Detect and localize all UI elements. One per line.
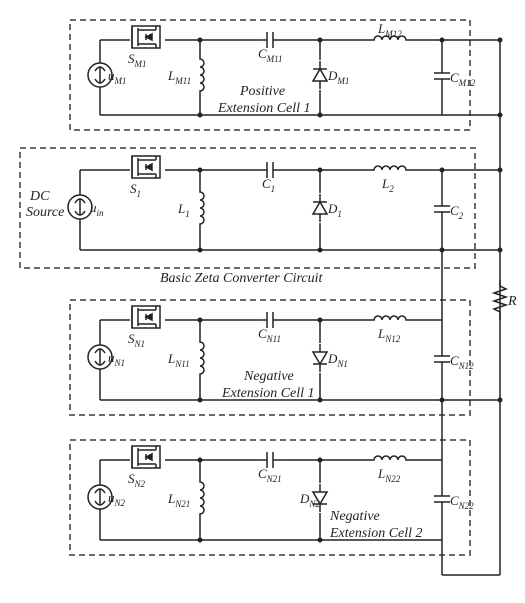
L1-label-basic: L1 bbox=[177, 201, 190, 219]
C2-neg1 bbox=[434, 345, 450, 373]
source-basic bbox=[68, 195, 92, 219]
dc-source-label-b: Source bbox=[26, 205, 64, 220]
title-neg1-b: Extension Cell 1 bbox=[221, 386, 315, 401]
src-label-pos1: uM1 bbox=[108, 68, 127, 86]
C2-neg2 bbox=[434, 485, 450, 513]
switch-pos1 bbox=[132, 26, 160, 48]
dc-source-label-a: DC bbox=[29, 189, 50, 204]
D-basic bbox=[313, 194, 327, 222]
switch-neg2 bbox=[132, 446, 160, 468]
L1-label-pos1: LM11 bbox=[167, 68, 191, 86]
C1-label-neg1: CN11 bbox=[258, 326, 281, 344]
switch-label-neg1: SN1 bbox=[128, 331, 145, 349]
L1-basic bbox=[200, 188, 204, 228]
D-label-neg1: DN1 bbox=[327, 351, 348, 369]
L2-neg1 bbox=[370, 316, 410, 320]
cell-basic: DC Source uin S1 L1 C1 D1 L2 C2 Basic Z bbox=[20, 113, 503, 287]
src-label-neg2: uN2 bbox=[108, 490, 126, 508]
switch-label-basic: S1 bbox=[130, 181, 141, 199]
C1-label-neg2: CN21 bbox=[258, 466, 282, 484]
C2-label-basic: C2 bbox=[450, 203, 464, 221]
D-neg1 bbox=[313, 344, 327, 372]
title-neg2: Negative bbox=[329, 509, 380, 524]
L2-label-basic: L2 bbox=[381, 176, 394, 194]
L2-label-neg1: LN12 bbox=[377, 326, 401, 344]
title-neg2-b: Extension Cell 2 bbox=[329, 526, 423, 541]
cell-neg2: uN2 SN2 LN21 CN21 DN2 LN22 CN22 Negative… bbox=[70, 400, 500, 575]
title-neg1: Negative bbox=[243, 369, 294, 384]
D-label-basic: D1 bbox=[327, 201, 342, 219]
C1-label-pos1: CM11 bbox=[258, 46, 283, 64]
L1-neg1 bbox=[200, 338, 204, 378]
title-basic: Basic Zeta Converter Circuit bbox=[160, 271, 324, 286]
title-pos1-b: Extension Cell 1 bbox=[217, 101, 311, 116]
cell-pos1: uM1 SM1 LM11 CM11 DM1 LM12 CM12 Positive… bbox=[70, 20, 503, 130]
switch-label-pos1: SM1 bbox=[128, 51, 147, 69]
circuit-diagram: R uM1 SM1 LM11 CM11 DM1 LM12 bbox=[0, 0, 525, 603]
L2-label-neg2: LN22 bbox=[377, 466, 401, 484]
L1-label-neg1: LN11 bbox=[167, 351, 190, 369]
C2-basic bbox=[434, 195, 450, 223]
switch-basic bbox=[132, 156, 160, 178]
L1-label-neg2: LN21 bbox=[167, 491, 190, 509]
L1-neg2 bbox=[200, 478, 204, 518]
L2-basic bbox=[370, 166, 410, 170]
C2-pos1 bbox=[434, 62, 450, 90]
src-label-basic: uin bbox=[90, 200, 104, 218]
src-label-neg1: uN1 bbox=[108, 350, 125, 368]
L1-pos1 bbox=[200, 55, 204, 95]
title-pos1: Positive bbox=[239, 84, 285, 99]
D-label-pos1: DM1 bbox=[327, 68, 349, 86]
C2-label-pos1: CM12 bbox=[450, 70, 476, 88]
C1-label-basic: C1 bbox=[262, 176, 275, 194]
D-pos1 bbox=[313, 61, 327, 89]
switch-label-neg2: SN2 bbox=[128, 471, 146, 489]
load-label: R bbox=[507, 294, 517, 309]
L2-neg2 bbox=[370, 456, 410, 460]
switch-neg1 bbox=[132, 306, 160, 328]
